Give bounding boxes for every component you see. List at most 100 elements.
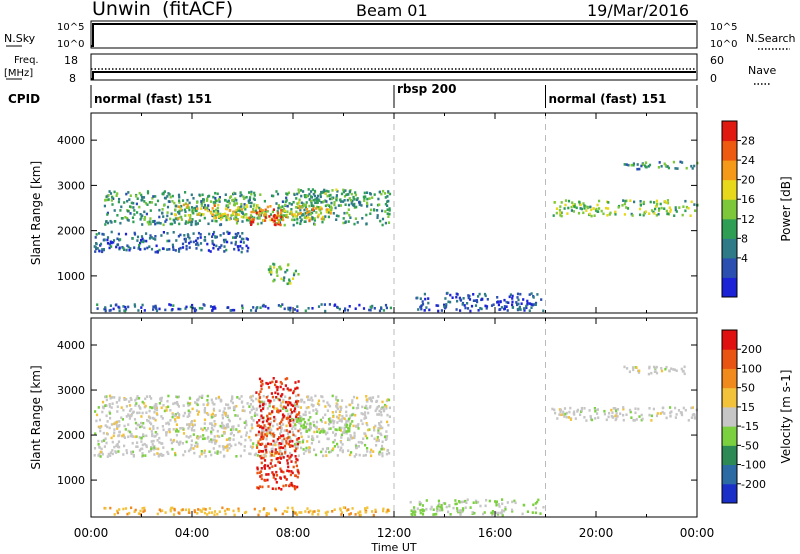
data-cell <box>387 423 390 427</box>
data-cell <box>213 305 216 309</box>
data-cell <box>290 412 293 416</box>
data-cell <box>237 213 241 216</box>
data-cell <box>157 454 160 458</box>
data-cell <box>160 399 163 402</box>
data-cell <box>289 473 292 477</box>
data-cell <box>303 194 306 197</box>
data-cell <box>110 396 114 399</box>
data-cell <box>369 212 372 215</box>
data-cell <box>189 220 192 224</box>
data-cell <box>389 306 392 310</box>
data-cell <box>279 385 282 389</box>
data-cell <box>329 212 332 215</box>
data-cell <box>210 453 213 457</box>
data-cell <box>224 212 227 216</box>
data-cell <box>271 432 274 436</box>
data-cell <box>373 193 376 196</box>
data-cell <box>454 499 457 502</box>
data-cell <box>294 394 298 398</box>
data-cell <box>145 411 148 414</box>
data-cell <box>141 237 144 241</box>
data-cell <box>210 398 213 402</box>
data-cell <box>150 430 153 433</box>
data-cell <box>348 305 351 308</box>
data-cell <box>98 418 102 422</box>
data-cell <box>272 405 275 409</box>
data-cell <box>224 512 227 516</box>
data-cell <box>251 405 254 409</box>
data-cell <box>376 209 379 212</box>
data-cell <box>580 406 583 410</box>
data-cell <box>221 413 224 417</box>
data-cell <box>679 160 682 164</box>
data-cell <box>277 213 280 217</box>
data-cell <box>285 440 288 443</box>
data-cell <box>108 243 111 246</box>
data-cell <box>270 459 273 462</box>
data-cell <box>251 394 254 398</box>
data-cell <box>173 219 176 222</box>
data-cell <box>159 222 162 225</box>
data-cell <box>108 426 111 430</box>
data-cell <box>200 450 203 453</box>
data-cell <box>279 305 282 308</box>
data-cell <box>155 408 159 412</box>
data-cell <box>257 424 261 427</box>
data-cell <box>108 412 112 415</box>
data-cell <box>275 457 278 461</box>
data-cell <box>680 413 684 417</box>
data-cell <box>172 231 175 234</box>
data-cell <box>347 437 350 440</box>
data-cell <box>249 403 252 406</box>
data-cell <box>128 417 131 420</box>
data-cell <box>693 413 696 417</box>
data-cell <box>643 212 646 215</box>
data-cell <box>262 437 265 441</box>
data-cell <box>289 408 292 411</box>
data-cell <box>366 450 369 453</box>
data-cell <box>286 409 289 412</box>
data-cell <box>305 446 308 450</box>
data-cell <box>263 419 266 423</box>
data-cell <box>413 513 417 516</box>
data-cell <box>271 447 274 451</box>
data-cell <box>202 200 205 204</box>
data-cell <box>220 244 223 247</box>
data-cell <box>292 389 296 393</box>
data-cell <box>208 511 211 515</box>
station-title: Unwin <box>92 0 151 20</box>
data-cell <box>274 443 277 447</box>
data-cell <box>275 396 278 399</box>
data-cell <box>119 209 122 212</box>
data-cell <box>132 201 135 205</box>
data-cell <box>190 193 193 197</box>
data-cell <box>336 403 339 406</box>
data-cell <box>272 194 275 198</box>
data-cell <box>110 436 113 440</box>
colorbar-swatch <box>722 387 737 408</box>
data-cell <box>232 434 235 437</box>
data-cell <box>287 465 290 469</box>
data-cell <box>343 431 346 435</box>
data-cell <box>462 297 465 300</box>
data-cell <box>258 396 261 400</box>
data-cell <box>449 293 452 297</box>
data-cell <box>308 204 311 208</box>
data-cell <box>347 419 350 423</box>
data-cell <box>278 398 281 402</box>
data-cell <box>274 464 277 467</box>
data-cell <box>513 499 516 503</box>
data-cell <box>279 206 282 209</box>
data-cell <box>634 407 637 410</box>
data-cell <box>317 399 320 403</box>
mode-title: (fitACF) <box>162 0 234 20</box>
data-cell <box>259 455 262 458</box>
data-cell <box>299 222 302 226</box>
data-cell <box>213 420 216 423</box>
data-cell <box>228 446 231 450</box>
data-cell <box>156 512 159 516</box>
data-cell <box>97 425 100 429</box>
data-cell <box>239 209 242 213</box>
data-cell <box>622 199 625 202</box>
nsearch-tick-bottom: 10^0 <box>710 39 737 50</box>
